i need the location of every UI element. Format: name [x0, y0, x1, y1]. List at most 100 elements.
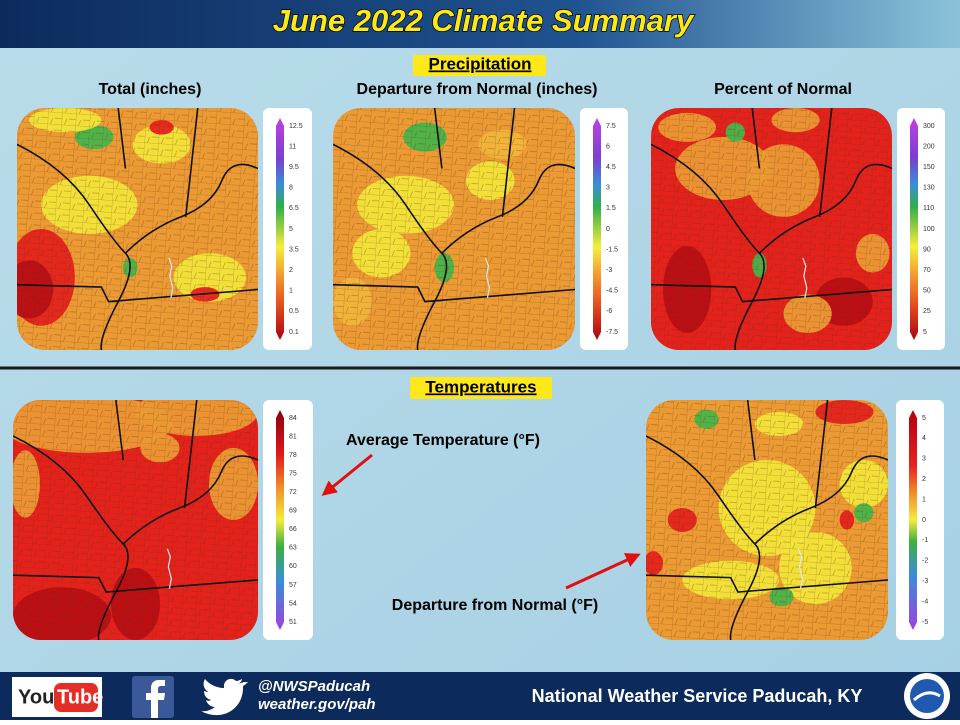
legend-label: 0	[922, 517, 926, 524]
county-lines	[13, 400, 258, 640]
legend-box	[897, 108, 945, 350]
legend-label: -2	[922, 558, 928, 565]
legend-label: 5	[922, 415, 926, 422]
legend-label: 0.1	[289, 329, 299, 336]
legend-label: 3.5	[289, 246, 299, 253]
map	[651, 108, 892, 350]
title: June 2022 Climate Summary	[273, 3, 695, 38]
youtube-text: You	[18, 686, 54, 708]
nws-logo-inner	[910, 679, 944, 713]
legend-label: 81	[289, 433, 297, 440]
map	[646, 400, 888, 640]
panel-title: Average Temperature (°F)	[346, 432, 540, 449]
legend-bar	[276, 410, 284, 630]
header-bar	[0, 0, 960, 48]
legend-label: 5	[923, 329, 927, 336]
legend-label: 110	[923, 205, 934, 212]
legend-box	[896, 400, 944, 640]
website: weather.gov/pah	[258, 696, 376, 713]
legend-label: 300	[923, 123, 935, 130]
county-lines	[333, 108, 575, 350]
legend-label: -4.5	[606, 288, 618, 295]
panel-title: Total (inches)	[99, 81, 202, 98]
legend-label: 12.5	[289, 123, 303, 130]
legend-label: 60	[289, 563, 297, 570]
legend-label: -1	[922, 537, 928, 544]
legend-label: -1.5	[606, 246, 618, 253]
legend-box	[263, 108, 312, 350]
county-lines	[651, 108, 892, 350]
legend-label: 9.5	[289, 164, 299, 171]
legend-bar	[276, 118, 284, 340]
legend-label: 200	[923, 143, 935, 150]
section-highlight	[413, 55, 546, 76]
legend-label: 1.5	[606, 205, 616, 212]
legend-label: 51	[289, 619, 297, 626]
state-border	[646, 400, 888, 640]
legend-box	[263, 400, 313, 640]
map	[17, 108, 258, 350]
legend-label: 57	[289, 582, 297, 589]
state-border	[333, 108, 575, 350]
legend-label: 6.5	[289, 205, 299, 212]
section-heading: Precipitation	[429, 54, 532, 73]
state-border	[651, 108, 892, 350]
legend-label: 3	[922, 456, 926, 463]
nws-logo-mark	[912, 691, 941, 702]
legend-label: 7.5	[606, 123, 616, 130]
legend-label: 2	[922, 476, 926, 483]
youtube-badge	[54, 683, 98, 712]
legend-label: -4	[922, 598, 928, 605]
legend-bar	[910, 118, 918, 340]
maps: Total (inches) 12.5 11 9.5 8 6.5 5 3.5 2 1 0.5 0.1 D…	[13, 81, 945, 640]
legend-label: -5	[922, 619, 928, 626]
social-handle: @NWSPaducah	[258, 678, 370, 695]
legend-label: 2	[289, 267, 293, 274]
legend-label: 1	[289, 288, 293, 295]
lakes	[802, 257, 808, 299]
facebook-f	[146, 680, 165, 718]
legend-label: -6	[606, 308, 612, 315]
legend-label: 130	[923, 185, 935, 192]
twitter-icon	[201, 678, 248, 716]
legend-label: 75	[289, 470, 297, 477]
legend-label: 54	[289, 600, 297, 607]
legend-label: 11	[289, 143, 296, 150]
map	[13, 400, 258, 640]
legend-bar	[909, 410, 917, 630]
county-lines	[17, 108, 258, 350]
legend-label: -3	[922, 578, 928, 585]
lakes	[797, 548, 804, 589]
legend-label: 78	[289, 452, 297, 459]
lakes	[484, 257, 491, 299]
state-border	[17, 108, 258, 350]
legend-label: 8	[289, 185, 293, 192]
panel-title: Departure from Normal (°F)	[392, 597, 598, 614]
panel-title: Percent of Normal	[714, 81, 852, 98]
legend-label: 70	[923, 267, 931, 274]
legend-box	[580, 108, 628, 350]
legend-label: 84	[289, 415, 297, 422]
lakes	[166, 548, 172, 589]
legend-label: 150	[923, 164, 935, 171]
youtube-text: Tube	[57, 686, 103, 708]
legend-label: 50	[923, 288, 931, 295]
legend-bar	[593, 118, 601, 340]
legend-label: 72	[289, 489, 297, 496]
legend-label: 90	[923, 246, 931, 253]
legend-label: 66	[289, 526, 297, 533]
map	[333, 108, 575, 350]
legend-label: 4.5	[606, 164, 616, 171]
legend-label: 3	[606, 185, 610, 192]
legend-label: 1	[922, 496, 926, 503]
legend-label: 100	[923, 226, 935, 233]
legend-label: -3	[606, 267, 612, 274]
legend-label: 0	[606, 226, 610, 233]
state-border	[13, 400, 258, 640]
section-heading: Temperatures	[425, 377, 536, 396]
county-lines	[646, 400, 888, 640]
arrow	[565, 553, 641, 590]
legend-label: 4	[922, 435, 926, 442]
